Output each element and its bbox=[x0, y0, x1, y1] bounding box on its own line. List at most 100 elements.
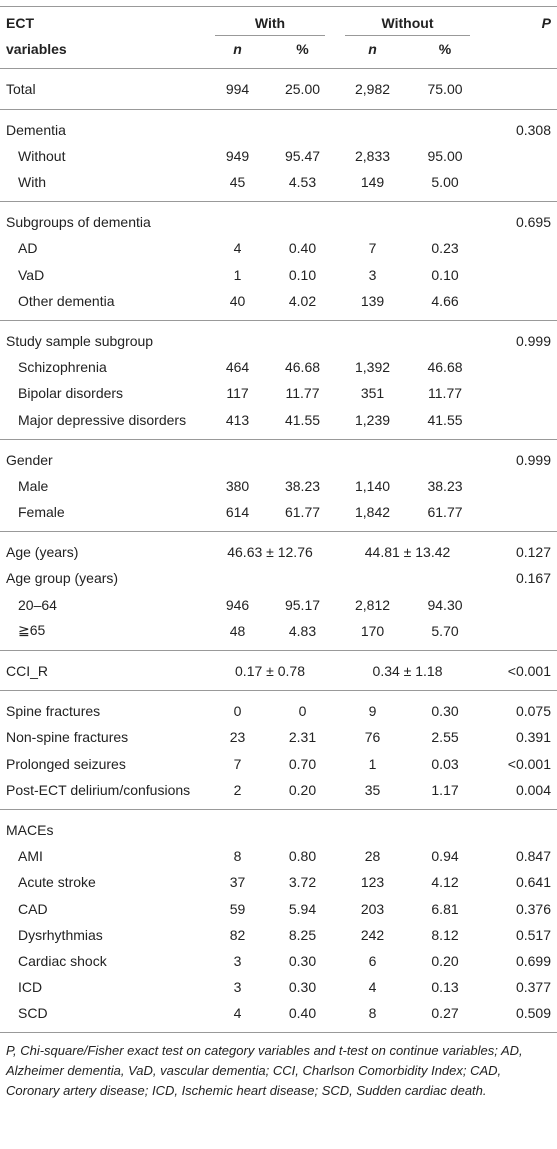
value-cell: 5.70 bbox=[431, 622, 459, 639]
value-cell: 38.23 bbox=[284, 477, 321, 494]
value-cell: 40 bbox=[229, 292, 246, 309]
value-cell: 351 bbox=[360, 385, 385, 402]
value-cell: 11.77 bbox=[285, 385, 320, 402]
value-cell: 23 bbox=[229, 729, 246, 746]
table-row: Spine fractures 0 0 9 0.30 0.075 bbox=[0, 691, 557, 725]
row-label: Major depressive disorders bbox=[18, 411, 187, 428]
row-label: 20–64 bbox=[18, 596, 57, 613]
row-label: Prolonged seizures bbox=[6, 755, 126, 772]
row-label: CAD bbox=[18, 900, 48, 917]
row-label: MACEs bbox=[6, 821, 54, 838]
table-row: Female 614 61.77 1,842 61.77 bbox=[0, 499, 557, 532]
row-label: Other dementia bbox=[18, 292, 115, 309]
empty-cell bbox=[480, 262, 557, 288]
table-row: With 45 4.53 149 5.00 bbox=[0, 169, 557, 202]
table-row: SCD 4 0.40 8 0.27 0.509 bbox=[0, 1000, 557, 1033]
value-cell: 0.34 ± 1.18 bbox=[372, 663, 443, 680]
table-section: Gender 0.999 Male 380 38.23 1,140 38.23 Female 6… bbox=[0, 439, 557, 532]
table-section: Subgroups of dementia 0.695 AD 4 0.40 7 0.23 Va… bbox=[0, 202, 557, 321]
table-section: Study sample subgroup 0.999 Schizophrenia 4… bbox=[0, 320, 557, 440]
value-cell: 6.81 bbox=[431, 900, 459, 917]
header-cell: n bbox=[335, 36, 411, 70]
value-cell: 0.80 bbox=[288, 848, 317, 865]
value-cell: 1 bbox=[368, 755, 377, 772]
row-label: Dementia bbox=[6, 121, 66, 138]
value-cell: 0.40 bbox=[288, 240, 317, 257]
value-cell: 37 bbox=[229, 874, 246, 891]
value-cell: 94.30 bbox=[427, 596, 463, 613]
empty-cell bbox=[205, 202, 270, 236]
empty-cell bbox=[335, 320, 410, 354]
table-section: Dementia 0.308 Without 949 95.47 2,833 95.00 Wi… bbox=[0, 109, 557, 202]
value-cell: 4 bbox=[368, 979, 377, 996]
p-value: 0.377 bbox=[515, 979, 552, 996]
value-cell: 1,140 bbox=[354, 477, 391, 494]
row-label: ≧65 bbox=[18, 622, 46, 639]
value-cell: 46.68 bbox=[427, 359, 463, 376]
value-cell: 1,842 bbox=[354, 504, 391, 521]
row-label: VaD bbox=[18, 266, 45, 283]
table-row: MACEs bbox=[0, 809, 557, 843]
table-row: Age group (years) 0.167 bbox=[0, 565, 557, 591]
row-label: CCI_R bbox=[6, 663, 49, 680]
table-row: Age (years) 46.63 ± 12.76 44.81 ± 13.42 0.1… bbox=[0, 532, 557, 566]
value-cell: 82 bbox=[229, 926, 246, 943]
value-cell: 0.03 bbox=[431, 755, 459, 772]
table-row: Dysrhythmias 82 8.25 242 8.12 0.517 bbox=[0, 922, 557, 948]
value-cell: 9 bbox=[368, 703, 377, 720]
row-label: Schizophrenia bbox=[18, 359, 107, 376]
value-cell: 5.94 bbox=[288, 900, 317, 917]
table-row: CCI_R 0.17 ± 0.78 0.34 ± 1.18 <0.001 bbox=[0, 650, 557, 690]
empty-cell bbox=[410, 439, 480, 473]
row-label: ICD bbox=[18, 979, 43, 996]
empty-cell bbox=[410, 320, 480, 354]
row-label: AMI bbox=[18, 848, 43, 865]
group-label: With bbox=[254, 15, 286, 32]
table-row: AD 4 0.40 7 0.23 bbox=[0, 235, 557, 261]
p-value: 0.699 bbox=[515, 952, 552, 969]
value-cell: 0.70 bbox=[288, 755, 317, 772]
value-cell: 8.25 bbox=[288, 926, 317, 943]
empty-cell bbox=[335, 202, 410, 236]
value-cell: 413 bbox=[225, 411, 250, 428]
table-row: Total 994 25.00 2,982 75.00 bbox=[0, 69, 557, 109]
value-cell: 1 bbox=[233, 266, 242, 283]
value-cell: 8 bbox=[233, 848, 242, 865]
p-value: 0.391 bbox=[515, 729, 552, 746]
value-cell: 41.55 bbox=[427, 411, 463, 428]
value-cell: 464 bbox=[225, 359, 250, 376]
empty-cell bbox=[480, 406, 557, 439]
table-row: Male 380 38.23 1,140 38.23 bbox=[0, 473, 557, 499]
value-cell: 3 bbox=[233, 952, 242, 969]
value-cell: 4 bbox=[233, 240, 242, 257]
header-cell: % bbox=[270, 36, 336, 70]
table-row: Bipolar disorders 117 11.77 351 11.77 bbox=[0, 380, 557, 406]
row-label: Female bbox=[18, 504, 65, 521]
value-cell: 0 bbox=[233, 703, 242, 720]
empty-cell bbox=[205, 109, 270, 143]
row-label: Post-ECT delirium/confusions bbox=[6, 781, 191, 798]
value-cell: 3.72 bbox=[288, 874, 317, 891]
table-row: Non-spine fractures 23 2.31 76 2.55 0.391 bbox=[0, 724, 557, 750]
value-cell: 1,392 bbox=[354, 359, 391, 376]
table-row: 20–64 946 95.17 2,812 94.30 bbox=[0, 592, 557, 618]
p-value: 0.127 bbox=[515, 544, 552, 561]
empty-cell bbox=[410, 565, 480, 591]
value-cell: 4.66 bbox=[431, 292, 459, 309]
empty-cell bbox=[480, 169, 557, 202]
p-value: 0.004 bbox=[515, 781, 552, 798]
row-label: Study sample subgroup bbox=[6, 332, 154, 349]
value-cell: 170 bbox=[360, 622, 385, 639]
group-header: Without bbox=[335, 6, 481, 37]
p-value: 0.641 bbox=[515, 874, 552, 891]
value-cell: 95.17 bbox=[284, 596, 321, 613]
value-cell: 0.94 bbox=[431, 848, 459, 865]
value-cell: 8 bbox=[368, 1005, 377, 1022]
value-cell: 0.23 bbox=[431, 240, 459, 257]
value-cell: 48 bbox=[229, 622, 246, 639]
value-cell: 11.77 bbox=[428, 385, 463, 402]
empty-cell bbox=[335, 109, 410, 143]
value-cell: 4.83 bbox=[288, 622, 317, 639]
row-label: SCD bbox=[18, 1005, 48, 1022]
header-cell: n bbox=[205, 36, 270, 70]
